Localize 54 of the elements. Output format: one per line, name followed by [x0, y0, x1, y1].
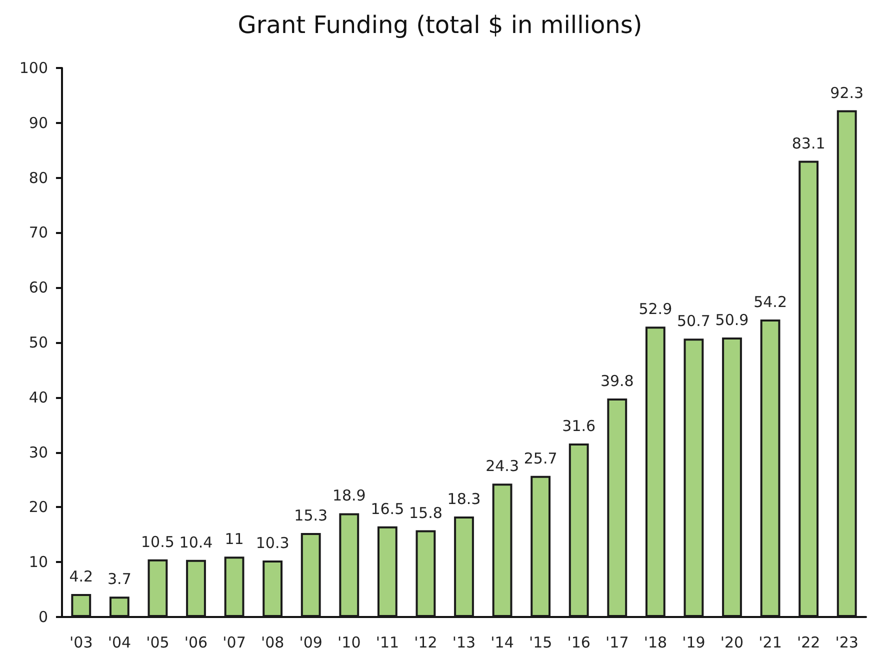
chart-title: Grant Funding (total $ in millions): [238, 11, 642, 39]
data-label: 50.9: [715, 311, 749, 330]
data-label: 25.7: [524, 449, 558, 468]
x-tick-label: '15: [528, 634, 552, 652]
x-tick-label: '23: [835, 634, 858, 652]
data-label: 24.3: [486, 457, 519, 476]
x-tick-label: '07: [222, 634, 246, 652]
y-tick-label: 40: [28, 388, 48, 406]
data-label: 18.9: [332, 486, 366, 505]
x-tick-label: '10: [338, 634, 361, 652]
y-tick-label: 20: [28, 498, 48, 516]
data-label: 83.1: [792, 134, 826, 152]
x-tick-label: '11: [376, 634, 400, 652]
data-label: 52.9: [638, 300, 672, 318]
x-tick-label: '09: [299, 634, 322, 652]
data-label: 16.5: [370, 500, 404, 518]
x-tick-label: '12: [414, 634, 438, 652]
data-label: 4.2: [69, 567, 94, 586]
x-tick-label: '04: [108, 634, 132, 652]
x-tick-label: '13: [452, 634, 476, 652]
x-tick-label: '08: [260, 634, 284, 652]
data-label: 92.3: [830, 84, 864, 102]
y-tick-label: 60: [28, 278, 48, 297]
data-label: 39.8: [600, 372, 634, 390]
y-tick-label: 50: [28, 334, 48, 352]
x-tick-label: '18: [644, 634, 668, 652]
y-tick-label: 100: [19, 59, 48, 77]
x-tick-label: '20: [720, 634, 744, 652]
data-label: 10.3: [256, 534, 290, 552]
data-label: 11: [224, 530, 244, 548]
data-label: 31.6: [562, 417, 596, 436]
y-tick-label: 70: [28, 224, 48, 242]
data-label: 50.7: [677, 312, 710, 330]
y-tick-label: 90: [28, 114, 48, 132]
x-tick-label: '05: [146, 634, 170, 652]
y-tick-label: 30: [28, 443, 48, 462]
data-label: 18.3: [447, 490, 481, 508]
data-label: 10.4: [179, 533, 213, 552]
x-tick-label: '17: [606, 634, 629, 652]
x-tick-label: '22: [796, 634, 820, 652]
data-label: 10.5: [141, 532, 174, 551]
data-label: 15.3: [294, 506, 328, 525]
x-tick-label: '16: [567, 634, 590, 652]
x-tick-label: '03: [70, 634, 93, 652]
y-tick-label: 0: [38, 608, 48, 626]
data-label: 15.8: [409, 504, 442, 522]
y-tick-label: 10: [28, 553, 48, 572]
data-label: 3.7: [108, 570, 132, 588]
y-tick-label: 80: [28, 168, 48, 187]
x-tick-label: '06: [184, 634, 208, 652]
x-tick-label: '21: [758, 634, 782, 652]
data-label: 54.2: [754, 292, 787, 311]
x-tick-label: '19: [682, 634, 706, 652]
x-tick-label: '14: [490, 634, 514, 652]
